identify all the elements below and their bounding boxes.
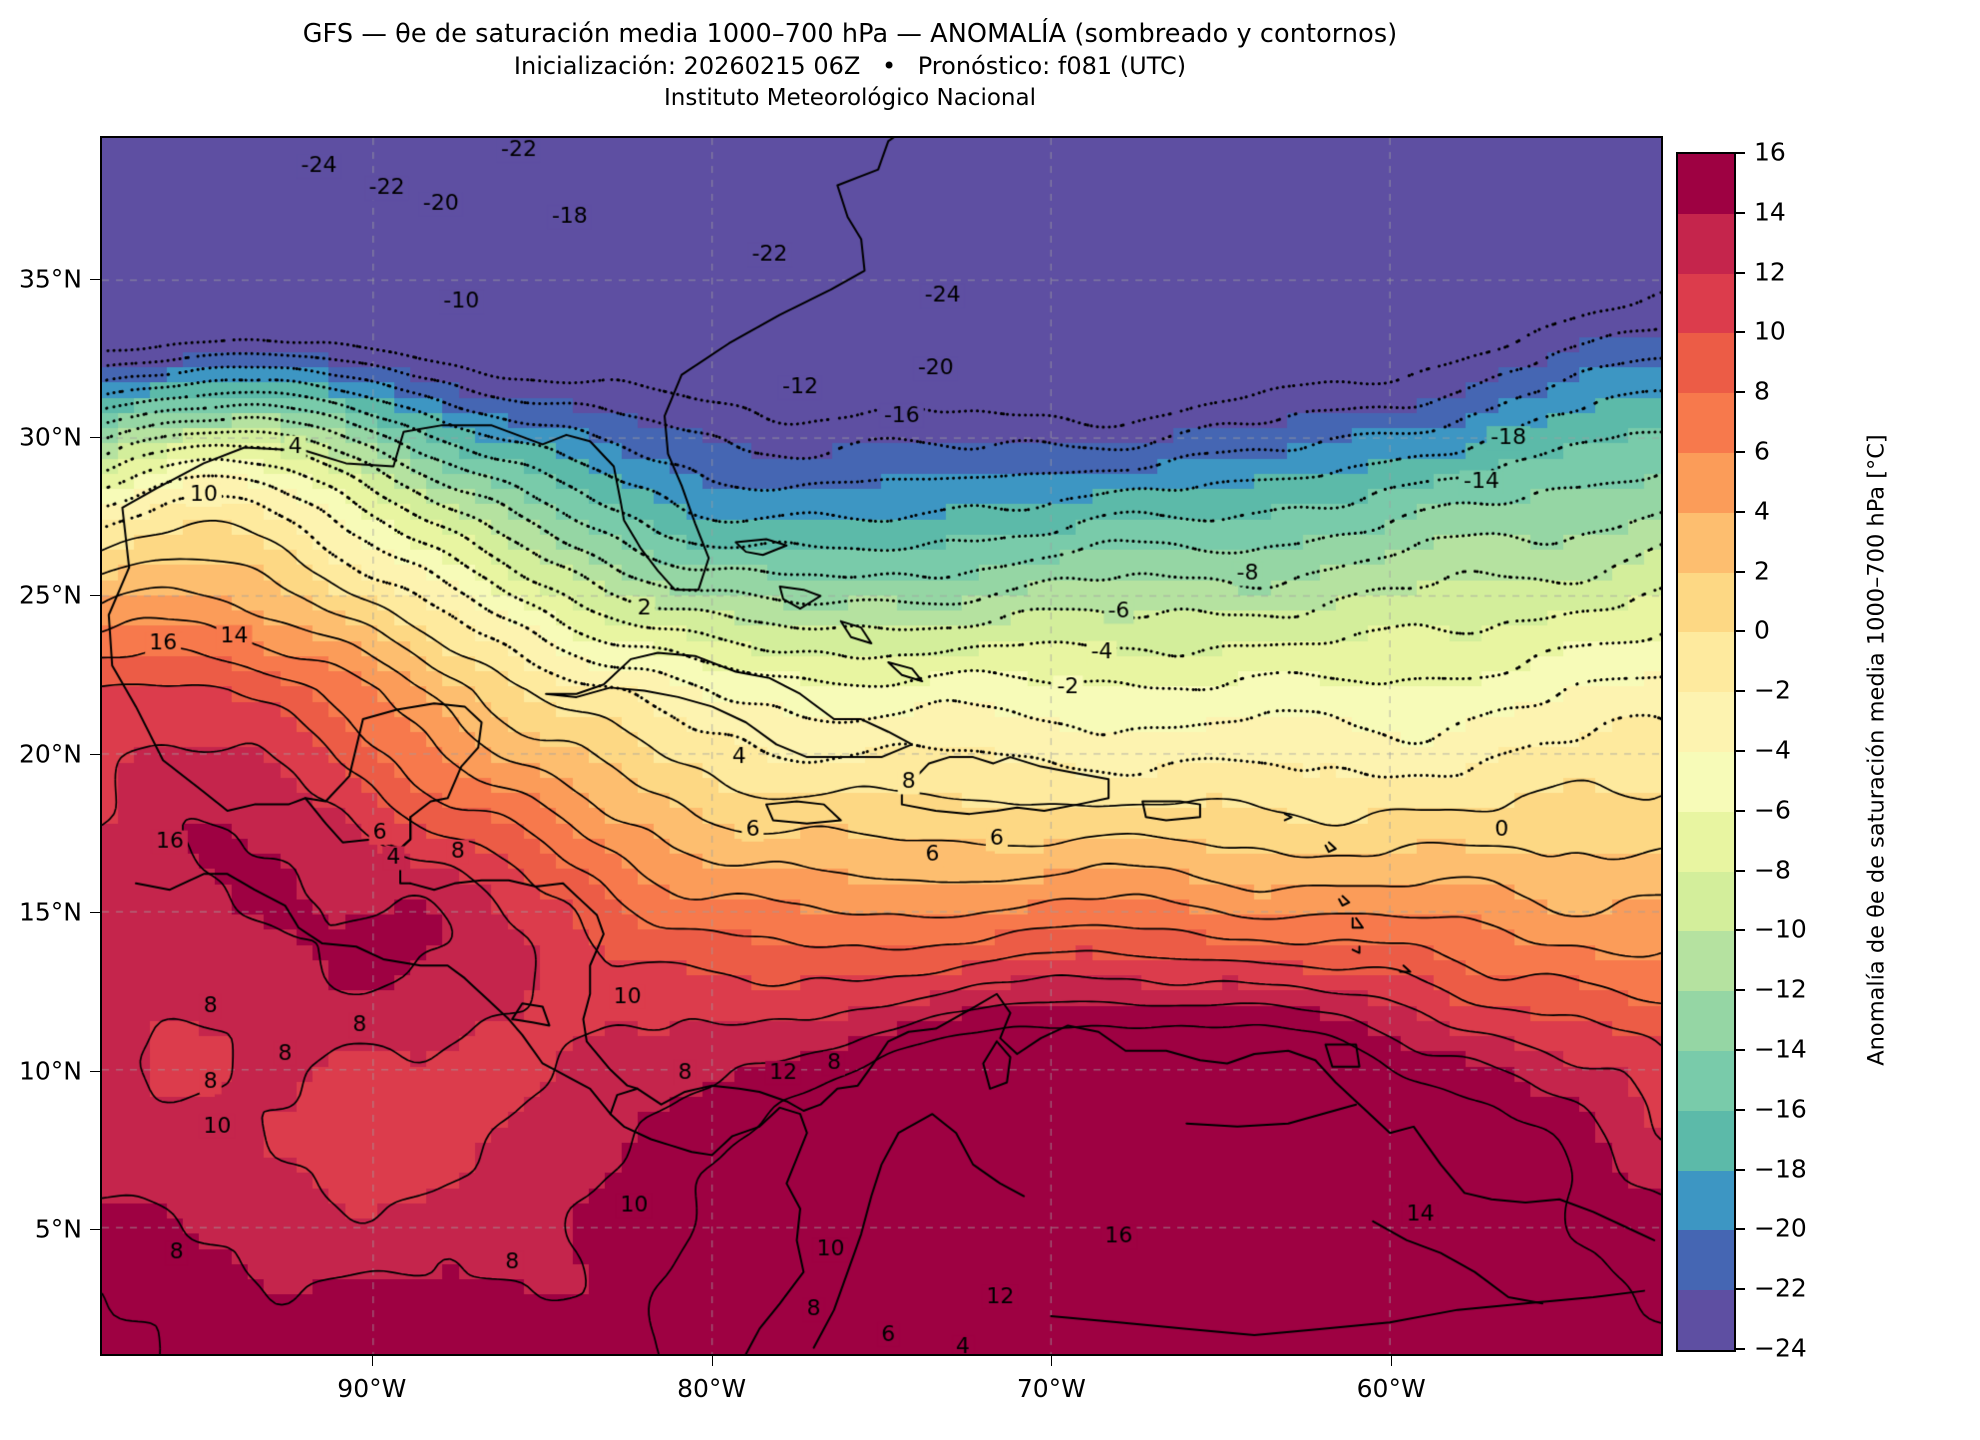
colorbar-band xyxy=(1678,333,1734,394)
colorbar-band xyxy=(1678,213,1734,274)
colorbar-tick-mark xyxy=(1734,1348,1746,1350)
colorbar-tick-mark xyxy=(1734,630,1746,633)
y-axis-tick-mark xyxy=(90,1229,100,1231)
colorbar-band xyxy=(1678,931,1734,992)
forecast-hour: Pronóstico: f081 (UTC) xyxy=(917,52,1187,80)
colorbar-gradient xyxy=(1678,154,1734,1350)
map-plot-area xyxy=(100,136,1663,1356)
colorbar-tick-label: 2 xyxy=(1754,556,1770,586)
y-axis-tick-mark xyxy=(90,912,100,914)
colorbar-tick-mark xyxy=(1734,211,1746,214)
colorbar-tick-mark xyxy=(1734,809,1746,812)
colorbar-band xyxy=(1678,1110,1734,1171)
colorbar-tick-label: −16 xyxy=(1754,1094,1807,1124)
colorbar-band xyxy=(1678,632,1734,693)
colorbar-tick-label: 12 xyxy=(1754,257,1786,287)
colorbar-band xyxy=(1678,1050,1734,1111)
colorbar-tick-label: 14 xyxy=(1754,197,1786,227)
x-axis-tick-mark xyxy=(371,1356,373,1366)
x-axis-tick-label: 60°W xyxy=(1356,1374,1426,1403)
colorbar-tick-label: 6 xyxy=(1754,436,1770,466)
colorbar-band xyxy=(1678,991,1734,1051)
x-axis-tick-label: 70°W xyxy=(1016,1374,1086,1403)
y-axis-tick-mark xyxy=(90,595,100,597)
colorbar-band xyxy=(1678,692,1734,752)
y-axis-tick-label: 5°N xyxy=(34,1214,82,1244)
y-axis-tick-mark xyxy=(90,278,100,280)
figure-title-block: GFS — θe de saturación media 1000–700 hP… xyxy=(0,18,1700,114)
colorbar-tick-label: −12 xyxy=(1754,974,1807,1004)
colorbar-tick-label: 16 xyxy=(1754,137,1786,167)
init-time: Inicialización: 20260215 06Z xyxy=(513,52,861,80)
colorbar-band xyxy=(1678,751,1734,812)
colorbar-band xyxy=(1678,273,1734,334)
colorbar-tick-mark xyxy=(1734,869,1746,872)
colorbar-tick-mark xyxy=(1734,1168,1746,1171)
colorbar-tick-mark xyxy=(1734,1049,1746,1051)
colorbar-tick-mark xyxy=(1734,929,1746,932)
colorbar-tick-label: −6 xyxy=(1754,795,1791,825)
colorbar-tick-mark xyxy=(1734,1228,1746,1231)
colorbar-tick-mark xyxy=(1734,1108,1746,1111)
colorbar-tick-label: −24 xyxy=(1754,1333,1807,1363)
x-axis-tick-mark xyxy=(711,1356,713,1366)
colorbar-tick-label: −2 xyxy=(1754,675,1791,705)
colorbar-tick-mark xyxy=(1734,271,1746,274)
colorbar-band xyxy=(1678,154,1734,214)
y-axis-tick-label: 30°N xyxy=(18,422,82,452)
x-axis-tick-label: 90°W xyxy=(337,1374,407,1403)
y-axis-tick-label: 25°N xyxy=(18,580,82,610)
colorbar-title-text: Anomalía de θe de saturación media 1000–… xyxy=(1864,434,1890,1066)
title-separator-dot: • xyxy=(881,52,897,80)
colorbar-tick-label: 4 xyxy=(1754,496,1770,526)
colorbar-tick-mark xyxy=(1734,152,1746,154)
colorbar-band xyxy=(1678,871,1734,932)
y-axis-tick-label: 35°N xyxy=(18,264,82,294)
figure-title-line1: GFS — θe de saturación media 1000–700 hP… xyxy=(302,19,1398,49)
colorbar-tick-mark xyxy=(1734,690,1746,693)
colorbar-band xyxy=(1678,572,1734,633)
colorbar-band xyxy=(1678,1290,1734,1350)
map-canvas xyxy=(102,138,1661,1354)
y-axis-tick-mark xyxy=(90,1070,100,1072)
y-axis-tick-label: 10°N xyxy=(18,1056,82,1086)
colorbar-tick-label: −4 xyxy=(1754,735,1791,765)
colorbar-tick-label: −18 xyxy=(1754,1154,1807,1184)
colorbar-band xyxy=(1678,452,1734,513)
colorbar-tick-label: −10 xyxy=(1754,914,1807,944)
colorbar-title: Anomalía de θe de saturación media 1000–… xyxy=(1860,152,1894,1348)
colorbar-tick-mark xyxy=(1734,1288,1746,1291)
colorbar-tick-label: 10 xyxy=(1754,316,1786,346)
colorbar-tick-label: −8 xyxy=(1754,855,1791,885)
colorbar-tick-mark xyxy=(1734,451,1746,453)
colorbar-band xyxy=(1678,1230,1734,1291)
colorbar-tick-label: −20 xyxy=(1754,1213,1807,1243)
y-axis-tick-mark xyxy=(90,437,100,439)
figure-title-line2: Inicialización: 20260215 06Z • Pronóstic… xyxy=(0,50,1700,82)
colorbar-band xyxy=(1678,393,1734,453)
colorbar-tick-mark xyxy=(1734,391,1746,394)
colorbar-tick-label: 8 xyxy=(1754,376,1770,406)
colorbar-band xyxy=(1678,512,1734,573)
colorbar-tick-label: −14 xyxy=(1754,1034,1807,1064)
colorbar-tick-mark xyxy=(1734,510,1746,513)
colorbar-band xyxy=(1678,1170,1734,1231)
colorbar-tick-mark xyxy=(1734,989,1746,992)
y-axis-tick-label: 20°N xyxy=(18,739,82,769)
x-axis-tick-label: 80°W xyxy=(677,1374,747,1403)
y-axis-tick-mark xyxy=(90,753,100,755)
colorbar-tick-mark xyxy=(1734,331,1746,334)
colorbar-tick-label: −22 xyxy=(1754,1273,1807,1303)
figure-title-line3: Instituto Meteorológico Nacional xyxy=(664,85,1036,111)
colorbar-tick-mark xyxy=(1734,570,1746,573)
colorbar xyxy=(1676,152,1736,1352)
x-axis-tick-mark xyxy=(1391,1356,1393,1366)
y-axis-tick-label: 15°N xyxy=(18,897,82,927)
colorbar-tick-label: 0 xyxy=(1754,615,1770,645)
colorbar-band xyxy=(1678,811,1734,872)
colorbar-tick-mark xyxy=(1734,750,1746,752)
x-axis-tick-mark xyxy=(1051,1356,1053,1366)
